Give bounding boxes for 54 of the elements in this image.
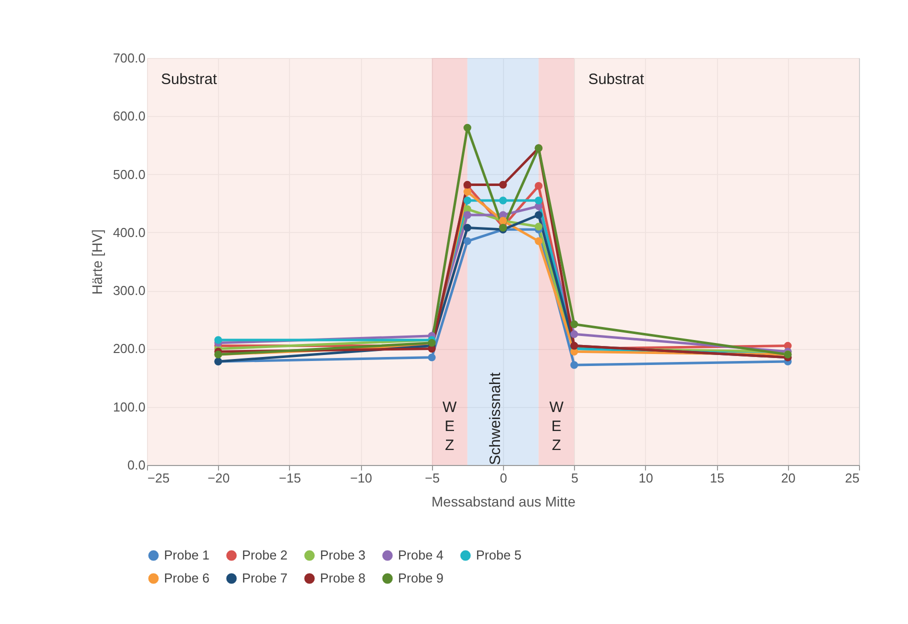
legend-label: Probe 4 [398, 548, 444, 563]
legend-label: Probe 5 [476, 548, 522, 563]
x-tick-label: −20 [208, 470, 230, 486]
point [464, 224, 472, 232]
legend-label: Probe 3 [320, 548, 366, 563]
y-tick-label: 500.0 [112, 166, 146, 182]
point [499, 196, 507, 204]
x-tick-label: −5 [424, 470, 440, 486]
legend-label: Probe 8 [320, 570, 366, 586]
point [534, 182, 542, 190]
band-label: WEZ [549, 399, 564, 454]
x-axis-title: Messabstand aus Mitte [432, 494, 576, 510]
legend-label: Probe 6 [164, 570, 210, 586]
y-tick-label: 0.0 [127, 458, 146, 472]
point [214, 336, 222, 344]
band-label: WEZ [442, 399, 458, 454]
x-tick-label: 5 [571, 470, 578, 486]
point [534, 222, 542, 230]
point [570, 320, 578, 328]
y-tick-label: 700.0 [112, 50, 146, 66]
x-tick-label: 10 [638, 470, 654, 486]
band-label: Substrat [588, 71, 645, 88]
x-tick-label: −25 [148, 470, 170, 486]
legend-label: Probe 9 [398, 570, 444, 586]
band-label: Schweissnaht [487, 372, 504, 465]
point [499, 180, 507, 189]
y-tick-label: 400.0 [112, 224, 146, 240]
point [428, 339, 436, 347]
point [464, 211, 472, 219]
y-tick-label: 100.0 [112, 399, 146, 414]
legend-label: Probe 2 [242, 548, 288, 563]
point [464, 188, 472, 196]
point [534, 237, 542, 246]
x-tick-label: 15 [710, 470, 724, 486]
x-tick-label: 0 [500, 470, 508, 486]
legend-label: Probe 7 [242, 570, 288, 586]
y-tick-label: 300.0 [112, 283, 146, 298]
x-tick-label: −15 [278, 470, 301, 486]
point [464, 124, 472, 132]
point [570, 330, 578, 338]
y-tick-label: 600.0 [112, 108, 146, 124]
point [428, 354, 436, 362]
y-tick-label: 200.0 [112, 341, 146, 356]
x-tick-label: −10 [350, 470, 372, 486]
point [570, 361, 578, 369]
point [534, 196, 542, 204]
point [464, 237, 472, 246]
point [534, 211, 542, 219]
legend-label: Probe 1 [164, 548, 210, 563]
band-label: Substrat [161, 71, 218, 88]
x-tick-label: 25 [845, 470, 860, 486]
x-tick-label: 20 [781, 470, 796, 486]
point [464, 196, 472, 204]
y-axis-title: Härte [HV] [88, 229, 105, 295]
